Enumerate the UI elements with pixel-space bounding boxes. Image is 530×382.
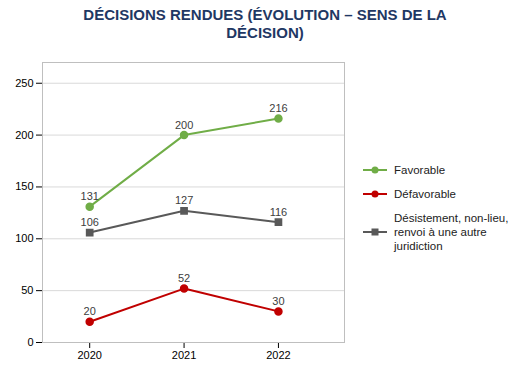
html-text:DÉCISIONS RENDUES (ÉVOLUTION –: DÉCISIONS RENDUES (ÉVOLUTION – SENS DE L…: [83, 6, 447, 41]
svg-text:150: 150: [15, 180, 33, 192]
svg-text:200: 200: [175, 119, 193, 131]
svg-text:250: 250: [15, 77, 33, 89]
svg-text:100: 100: [15, 232, 33, 244]
svg-text:216: 216: [269, 102, 287, 114]
svg-text:30: 30: [272, 295, 284, 307]
svg-text:20: 20: [84, 305, 96, 317]
svg-text:2020: 2020: [77, 349, 101, 361]
svg-text:0: 0: [27, 336, 33, 348]
svg-text:2021: 2021: [172, 349, 196, 361]
svg-text:52: 52: [178, 272, 190, 284]
html-text:Désistement, non-lieu, renvoi: Désistement, non-lieu, renvoi à une autr…: [394, 212, 509, 252]
svg-text:116: 116: [270, 206, 288, 218]
svg-text:2022: 2022: [266, 349, 290, 361]
svg-text:127: 127: [175, 194, 193, 206]
svg-text:200: 200: [15, 129, 33, 141]
svg-text:50: 50: [21, 284, 33, 296]
svg-text:106: 106: [81, 216, 99, 228]
svg-text:131: 131: [81, 190, 99, 202]
html-text:Défavorable: Défavorable: [394, 188, 456, 200]
html-text:Favorable: Favorable: [394, 164, 446, 176]
